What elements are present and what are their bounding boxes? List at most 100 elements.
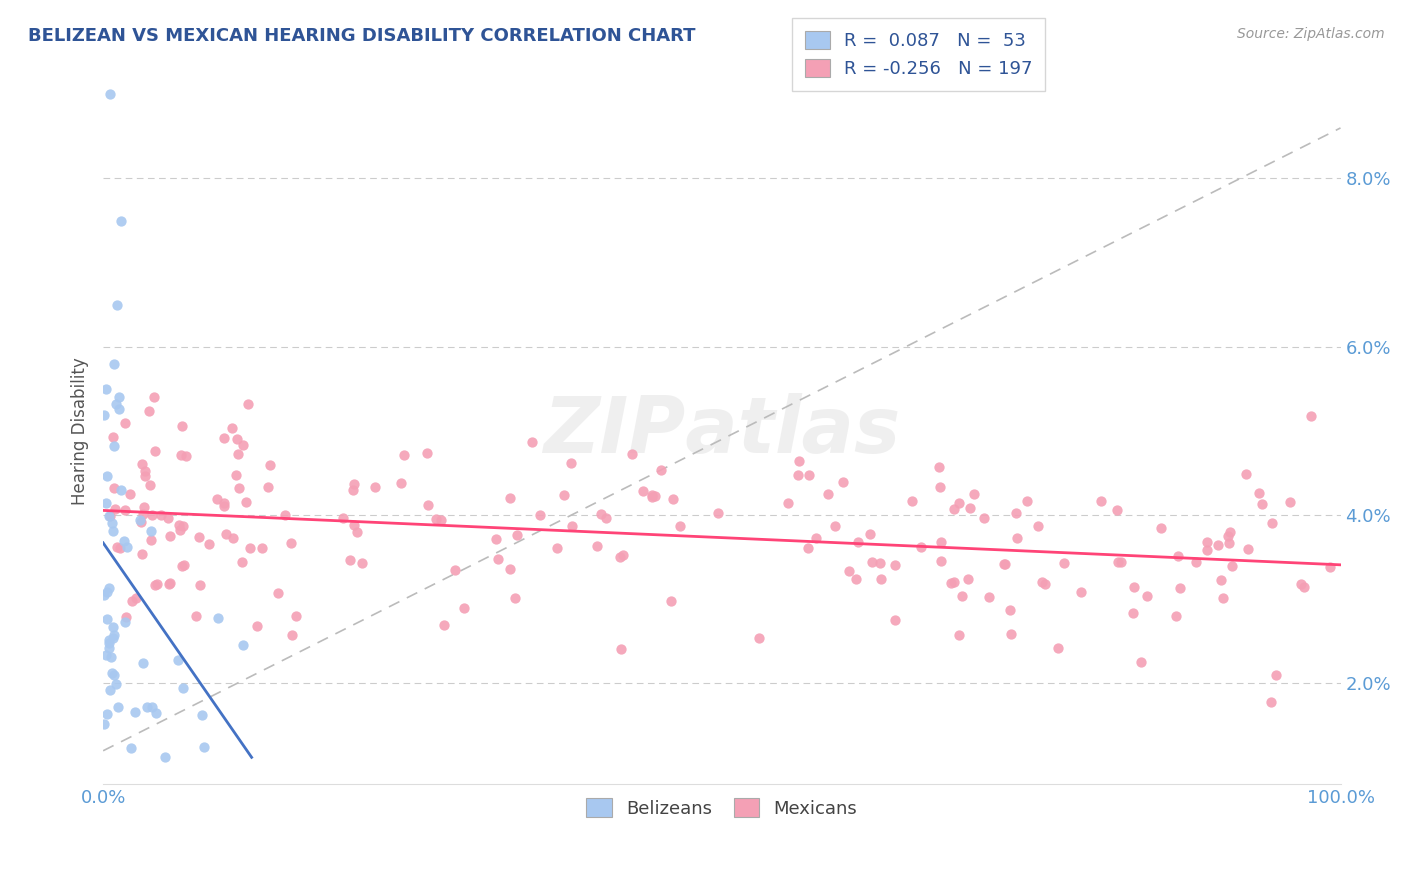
Point bbox=[443, 563, 465, 577]
Point bbox=[939, 576, 962, 591]
Point bbox=[993, 557, 1015, 571]
Point bbox=[943, 574, 966, 589]
Point bbox=[1026, 519, 1049, 533]
Point bbox=[339, 553, 361, 567]
Point bbox=[97, 582, 120, 596]
Point bbox=[1005, 531, 1028, 545]
Point bbox=[93, 588, 115, 602]
Point bbox=[994, 558, 1017, 572]
Point bbox=[1212, 591, 1234, 605]
Point bbox=[129, 516, 152, 530]
Point bbox=[112, 534, 135, 549]
Point bbox=[121, 594, 143, 608]
Text: Source: ZipAtlas.com: Source: ZipAtlas.com bbox=[1237, 27, 1385, 41]
Point bbox=[546, 541, 568, 555]
Point bbox=[94, 496, 117, 510]
Point bbox=[950, 589, 973, 603]
Point bbox=[139, 478, 162, 492]
Point bbox=[804, 531, 827, 545]
Point bbox=[948, 496, 970, 510]
Point bbox=[132, 656, 155, 670]
Point bbox=[910, 540, 932, 554]
Point bbox=[1195, 542, 1218, 557]
Point bbox=[93, 717, 115, 731]
Point bbox=[1289, 577, 1312, 591]
Point bbox=[1251, 497, 1274, 511]
Point bbox=[817, 486, 839, 500]
Point bbox=[824, 518, 846, 533]
Point bbox=[884, 558, 907, 573]
Point bbox=[342, 483, 364, 497]
Point bbox=[212, 499, 235, 513]
Point bbox=[141, 699, 163, 714]
Point bbox=[1218, 535, 1240, 549]
Point bbox=[153, 750, 176, 764]
Point bbox=[838, 564, 860, 578]
Point bbox=[105, 540, 128, 554]
Point bbox=[956, 573, 979, 587]
Point bbox=[225, 467, 247, 482]
Point bbox=[979, 590, 1001, 604]
Point bbox=[118, 487, 141, 501]
Point bbox=[433, 618, 456, 632]
Point bbox=[110, 541, 132, 555]
Point bbox=[748, 631, 770, 645]
Point bbox=[661, 492, 683, 507]
Point bbox=[659, 594, 682, 608]
Point bbox=[595, 510, 617, 524]
Point bbox=[108, 390, 131, 404]
Point bbox=[103, 357, 125, 371]
Point bbox=[222, 531, 245, 545]
Point bbox=[96, 469, 118, 483]
Point bbox=[1122, 580, 1144, 594]
Y-axis label: Hearing Disability: Hearing Disability bbox=[72, 357, 89, 505]
Point bbox=[170, 448, 193, 462]
Point bbox=[499, 491, 522, 506]
Point bbox=[103, 481, 125, 495]
Point bbox=[1130, 655, 1153, 669]
Point bbox=[1000, 626, 1022, 640]
Point bbox=[1260, 516, 1282, 530]
Point bbox=[173, 558, 195, 572]
Point bbox=[612, 549, 634, 563]
Point bbox=[115, 540, 138, 554]
Point bbox=[267, 586, 290, 600]
Point bbox=[389, 476, 412, 491]
Point bbox=[100, 516, 122, 530]
Point bbox=[228, 447, 250, 461]
Point bbox=[1017, 494, 1039, 508]
Text: BELIZEAN VS MEXICAN HEARING DISABILITY CORRELATION CHART: BELIZEAN VS MEXICAN HEARING DISABILITY C… bbox=[28, 27, 696, 45]
Point bbox=[94, 382, 117, 396]
Point bbox=[107, 401, 129, 416]
Point bbox=[228, 481, 250, 495]
Point bbox=[167, 517, 190, 532]
Point bbox=[485, 532, 508, 546]
Point bbox=[221, 420, 243, 434]
Point bbox=[96, 612, 118, 626]
Point bbox=[1279, 495, 1302, 509]
Point bbox=[1090, 493, 1112, 508]
Point bbox=[831, 475, 853, 490]
Point bbox=[963, 487, 986, 501]
Point bbox=[1301, 409, 1323, 424]
Point bbox=[1264, 668, 1286, 682]
Point bbox=[97, 636, 120, 650]
Point bbox=[928, 459, 950, 474]
Point bbox=[205, 491, 228, 506]
Point bbox=[193, 740, 215, 755]
Point bbox=[159, 529, 181, 543]
Point bbox=[650, 463, 672, 477]
Point bbox=[859, 526, 882, 541]
Point bbox=[973, 511, 995, 525]
Point bbox=[103, 502, 125, 516]
Point bbox=[352, 556, 374, 570]
Point bbox=[453, 601, 475, 615]
Point bbox=[948, 628, 970, 642]
Point bbox=[1319, 559, 1341, 574]
Point bbox=[167, 653, 190, 667]
Point bbox=[101, 524, 124, 538]
Point bbox=[132, 500, 155, 514]
Point bbox=[184, 609, 207, 624]
Point bbox=[146, 576, 169, 591]
Point bbox=[172, 681, 194, 695]
